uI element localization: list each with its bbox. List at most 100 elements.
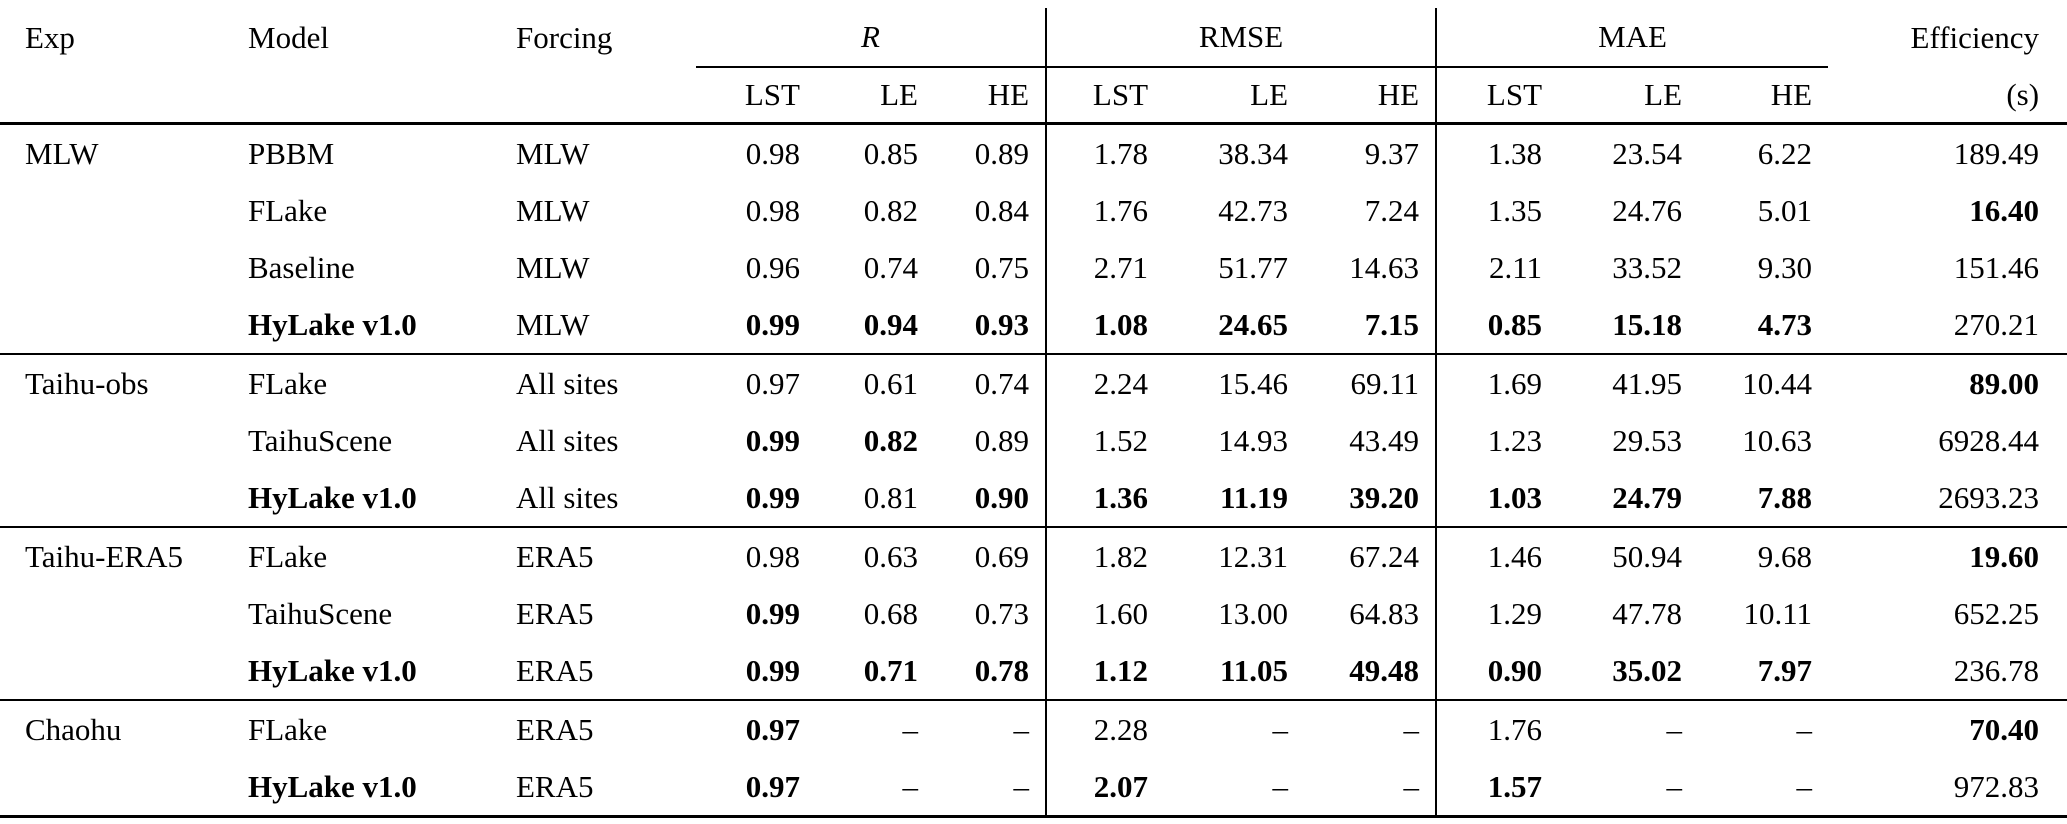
table-row: Taihu-obs FLake All sites 0.97 0.61 0.74 2.24 1… bbox=[0, 353, 2067, 412]
efficiency-cell: 270.21 bbox=[1953, 306, 2040, 342]
value-cell-r-le: – bbox=[816, 758, 934, 818]
table-row: FLake MLW 0.98 0.82 0.84 1.76 42.73 7.24 1.35 24.… bbox=[0, 182, 2067, 239]
exp-cell bbox=[0, 585, 248, 642]
efficiency-cell: 70.40 bbox=[1828, 699, 2067, 758]
value-cell-mae-he: 7.88 bbox=[1757, 479, 1813, 515]
value-cell-rmse-he: 39.20 bbox=[1349, 479, 1420, 515]
subcol-rmse-he: HE bbox=[1304, 67, 1437, 125]
value-cell-rmse-lst: 1.76 bbox=[1045, 182, 1165, 239]
value-cell-r-he: 0.90 bbox=[974, 479, 1030, 515]
model-cell: TaihuScene bbox=[248, 595, 393, 631]
efficiency-cell: 972.83 bbox=[1828, 758, 2067, 818]
value-cell-mae-he: 7.97 bbox=[1757, 652, 1813, 688]
table-row: Taihu-ERA5 FLake ERA5 0.98 0.63 0.69 1.82 12.31… bbox=[0, 526, 2067, 585]
value-cell-rmse-lst: 1.82 bbox=[1045, 526, 1165, 585]
col-header-rmse: RMSE bbox=[1045, 8, 1437, 68]
model-cell: HyLake v1.0 bbox=[248, 758, 516, 818]
efficiency-cell: 16.40 bbox=[1969, 192, 2040, 228]
value-cell-r-he: 0.74 bbox=[934, 353, 1047, 412]
value-cell-rmse-he: 43.49 bbox=[1349, 422, 1420, 458]
col-header-efficiency: Efficiency bbox=[1910, 19, 2040, 55]
value-cell-r-he: – bbox=[934, 699, 1047, 758]
model-cell: FLake bbox=[248, 699, 516, 758]
model-cell: HyLake v1.0 bbox=[248, 306, 417, 342]
value-cell-mae-le: 15.18 bbox=[1612, 306, 1683, 342]
forcing-cell: MLW bbox=[516, 135, 590, 171]
subcol-r-le: LE bbox=[816, 67, 934, 125]
value-cell-mae-he: 5.01 bbox=[1757, 192, 1813, 228]
table-row: Baseline MLW 0.96 0.74 0.75 2.71 51.77 14.63 2.1… bbox=[0, 239, 2067, 296]
subcol-mae-lst: LST bbox=[1435, 67, 1559, 125]
value-cell-rmse-he: – bbox=[1304, 758, 1437, 818]
value-cell-r-he: 0.84 bbox=[974, 192, 1030, 228]
results-table: Exp Model Forcing R RMSE MAE Efficiency … bbox=[0, 8, 2067, 818]
value-cell-mae-le: – bbox=[1558, 699, 1699, 758]
value-cell-rmse-le: 12.31 bbox=[1164, 526, 1305, 585]
empty-cell bbox=[248, 67, 516, 125]
efficiency-cell: 89.00 bbox=[1828, 353, 2067, 412]
exp-cell bbox=[0, 296, 248, 354]
r-symbol: R bbox=[861, 19, 880, 54]
value-cell-mae-he: 10.11 bbox=[1743, 595, 1813, 631]
value-cell-mae-lst: 1.46 bbox=[1435, 526, 1559, 585]
value-cell-mae-le: 24.79 bbox=[1612, 479, 1683, 515]
value-cell-rmse-lst: 1.52 bbox=[1045, 412, 1165, 469]
table-body: MLW PBBM MLW 0.98 0.85 0.89 1.78 38.34 9.37 1.38 2… bbox=[0, 123, 2067, 818]
value-cell-r-le: 0.82 bbox=[863, 422, 918, 458]
efficiency-cell: 236.78 bbox=[1953, 652, 2040, 688]
value-cell-mae-lst: 1.38 bbox=[1435, 123, 1559, 182]
value-cell-mae-lst: 0.85 bbox=[1435, 296, 1559, 354]
value-cell-rmse-he: 14.63 bbox=[1349, 249, 1420, 285]
value-cell-r-he: 0.75 bbox=[974, 249, 1030, 285]
value-cell-rmse-le: – bbox=[1164, 699, 1305, 758]
value-cell-mae-lst: 2.11 bbox=[1435, 239, 1559, 296]
value-cell-rmse-le: 38.34 bbox=[1218, 135, 1289, 171]
forcing-cell: ERA5 bbox=[516, 526, 696, 585]
value-cell-mae-lst: 1.69 bbox=[1435, 353, 1559, 412]
model-cell: HyLake v1.0 bbox=[248, 479, 417, 515]
subcol-r-he: HE bbox=[934, 67, 1047, 125]
value-cell-rmse-he: 67.24 bbox=[1304, 526, 1437, 585]
value-cell-r-he: 0.89 bbox=[974, 422, 1030, 458]
value-cell-rmse-he: 49.48 bbox=[1349, 652, 1420, 688]
value-cell-r-lst: 0.97 bbox=[696, 758, 816, 818]
value-cell-rmse-le: 24.65 bbox=[1218, 306, 1289, 342]
value-cell-r-le: 0.85 bbox=[863, 135, 918, 171]
empty-cell bbox=[516, 67, 696, 125]
value-cell-rmse-lst: 1.60 bbox=[1045, 585, 1165, 642]
value-cell-mae-lst: 1.03 bbox=[1435, 469, 1559, 527]
value-cell-r-lst: 0.97 bbox=[696, 699, 816, 758]
value-cell-r-le: 0.61 bbox=[816, 353, 934, 412]
value-cell-mae-le: 23.54 bbox=[1612, 135, 1683, 171]
forcing-cell: All sites bbox=[516, 422, 619, 458]
subcol-mae-he: HE bbox=[1698, 67, 1829, 125]
model-cell: Baseline bbox=[248, 249, 355, 285]
forcing-cell: ERA5 bbox=[516, 595, 594, 631]
table-row: Chaohu FLake ERA5 0.97– –2.28– –1.76– –70.40 bbox=[0, 699, 2067, 758]
forcing-cell: ERA5 bbox=[516, 758, 696, 818]
exp-cell bbox=[0, 758, 248, 818]
value-cell-rmse-le: 11.19 bbox=[1219, 479, 1289, 515]
col-header-mae: MAE bbox=[1435, 8, 1829, 68]
efficiency-cell: 189.49 bbox=[1953, 135, 2040, 171]
exp-cell: MLW bbox=[25, 135, 99, 171]
value-cell-rmse-lst: 2.71 bbox=[1045, 239, 1165, 296]
value-cell-mae-he: – bbox=[1698, 699, 1829, 758]
value-cell-rmse-he: 7.24 bbox=[1364, 192, 1420, 228]
value-cell-mae-lst: 1.76 bbox=[1435, 699, 1559, 758]
value-cell-r-lst: 0.99 bbox=[745, 479, 800, 515]
value-cell-mae-lst: 1.57 bbox=[1435, 758, 1559, 818]
model-cell: HyLake v1.0 bbox=[248, 652, 417, 688]
value-cell-r-le: 0.94 bbox=[863, 306, 918, 342]
value-cell-r-le: – bbox=[816, 699, 934, 758]
value-cell-rmse-he: 64.83 bbox=[1349, 595, 1420, 631]
value-cell-mae-lst: 1.23 bbox=[1435, 412, 1559, 469]
forcing-cell: ERA5 bbox=[516, 652, 594, 688]
value-cell-rmse-le: 11.05 bbox=[1219, 652, 1289, 688]
col-header-forcing: Forcing bbox=[516, 19, 613, 55]
value-cell-r-le: 0.63 bbox=[816, 526, 934, 585]
value-cell-mae-le: 41.95 bbox=[1558, 353, 1699, 412]
value-cell-mae-lst: 0.90 bbox=[1435, 642, 1559, 700]
subcol-rmse-lst: LST bbox=[1045, 67, 1165, 125]
